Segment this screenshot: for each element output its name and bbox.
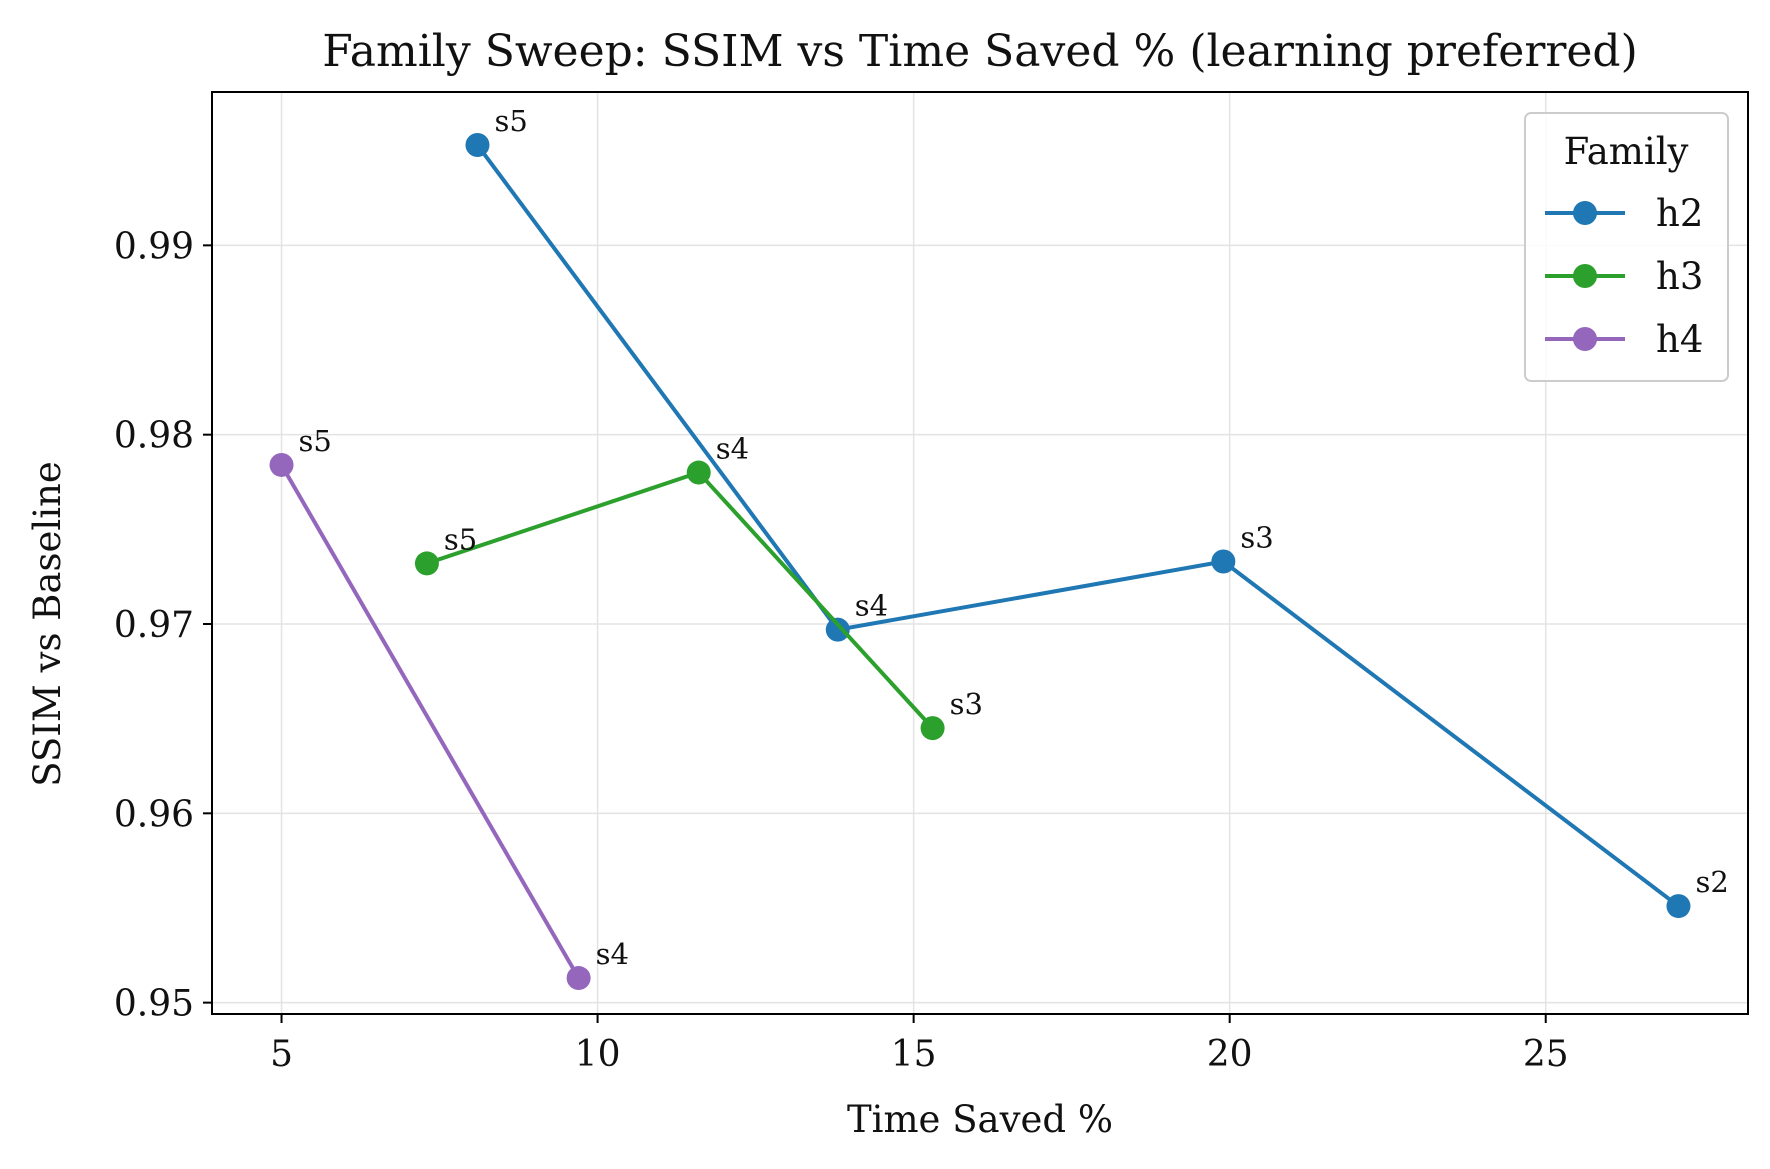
tick-layer: 5 10 15 20 25 0.95 0.96 0.97 0.98 0.99 xyxy=(114,226,1569,1075)
y-tick-label: 0.95 xyxy=(114,984,194,1025)
point-label-h4: s4 xyxy=(596,937,629,971)
series-line-h4 xyxy=(279,463,581,980)
data-point-h3 xyxy=(920,716,945,741)
legend-title: Family xyxy=(1564,130,1689,173)
legend-entry-h4: h4 xyxy=(1545,318,1703,361)
chart-title: Family Sweep: SSIM vs Time Saved % (lear… xyxy=(322,26,1638,77)
x-axis-label: Time Saved % xyxy=(847,1098,1113,1141)
data-point-h2 xyxy=(1666,894,1691,919)
legend-entry-h3: h3 xyxy=(1545,255,1703,298)
data-point-h4 xyxy=(269,452,294,477)
point-label-h3: s5 xyxy=(444,522,477,556)
data-point-h4 xyxy=(566,966,591,991)
data-point-h2 xyxy=(1211,549,1236,574)
legend: Family h2 h3 h4 xyxy=(1524,112,1729,382)
series-h4: s5 s4 xyxy=(269,424,629,991)
point-label-h2: s2 xyxy=(1695,865,1728,899)
y-tick-label: 0.98 xyxy=(114,416,194,457)
series-line-h2 xyxy=(475,143,1680,908)
y-tick-label: 0.97 xyxy=(114,605,194,646)
x-tick-label: 20 xyxy=(1207,1034,1253,1075)
series-h2: s5 s4 s3 s2 xyxy=(465,104,1729,919)
grid-layer xyxy=(212,92,1748,1014)
y-tick-label: 0.99 xyxy=(114,226,194,267)
legend-marker-h2 xyxy=(1573,201,1597,225)
point-label-h3: s3 xyxy=(950,687,983,721)
point-label-h2: s4 xyxy=(855,589,888,623)
series-layer: s5 s4 s3 s2 s5 s4 s3 s5 s4 xyxy=(269,104,1729,991)
legend-entry-h2: h2 xyxy=(1545,192,1703,235)
data-point-h2 xyxy=(465,133,490,158)
legend-label-h2: h2 xyxy=(1656,192,1703,235)
x-tick-label: 25 xyxy=(1523,1034,1569,1075)
point-label-h4: s5 xyxy=(299,424,332,458)
point-label-h3: s4 xyxy=(716,432,749,466)
series-h3: s5 s4 s3 xyxy=(414,432,983,741)
point-label-h2: s5 xyxy=(494,104,527,138)
x-tick-label: 5 xyxy=(270,1034,293,1075)
legend-entries: h2 h3 h4 xyxy=(1545,192,1703,361)
x-tick-label: 10 xyxy=(575,1034,621,1075)
legend-label-h4: h4 xyxy=(1656,318,1703,361)
legend-marker-h3 xyxy=(1573,264,1597,288)
data-point-h3 xyxy=(686,460,711,485)
x-tick-label: 15 xyxy=(891,1034,937,1075)
plot-frame xyxy=(211,91,1749,1015)
legend-marker-h4 xyxy=(1573,327,1597,351)
point-label-h2: s3 xyxy=(1240,521,1273,555)
y-tick-label: 0.96 xyxy=(114,794,194,835)
legend-label-h3: h3 xyxy=(1656,255,1703,298)
y-axis-label: SSIM vs Baseline xyxy=(26,461,69,786)
data-point-h3 xyxy=(414,551,439,576)
data-point-h2 xyxy=(825,617,850,642)
legend-box xyxy=(1524,112,1729,382)
